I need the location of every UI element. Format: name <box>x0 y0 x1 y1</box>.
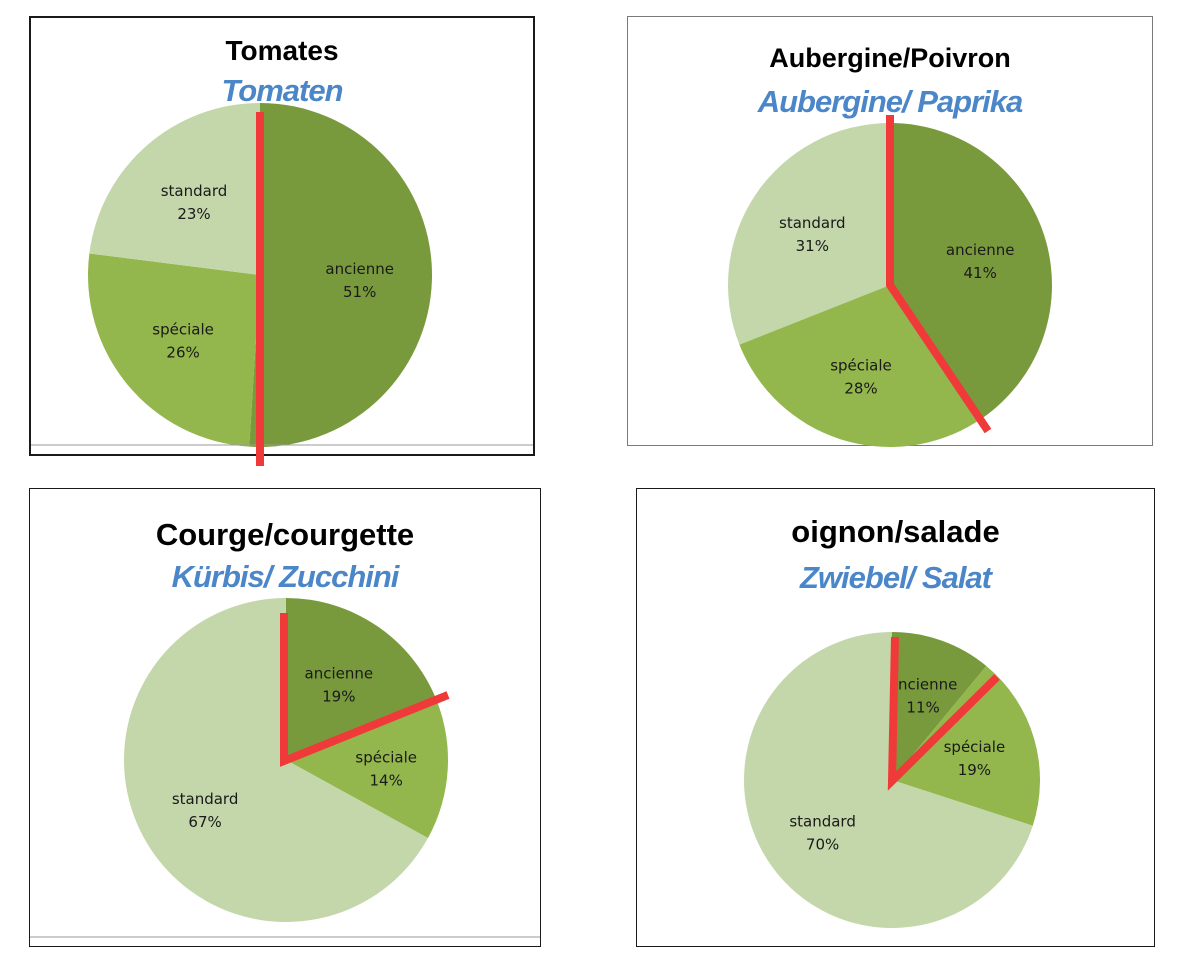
slice-label-standard: standard <box>779 214 846 232</box>
slice-value-speciale: 14% <box>370 771 403 789</box>
chart-panel-courge-courgette: Courge/courgette Kürbis/ Zucchini ancienne… <box>29 488 541 947</box>
slice-label-ancienne: ancienne <box>305 664 374 682</box>
slice-label-ancienne: ancienne <box>325 260 394 278</box>
chart-subtitle: Aubergine/ Paprika <box>757 84 1023 119</box>
slice-value-standard: 23% <box>177 205 210 223</box>
pie-slice-speciale <box>892 665 1041 826</box>
slice-label-speciale: spéciale <box>944 738 1006 756</box>
chart-title: oignon/salade <box>791 514 999 549</box>
pie-chart-svg: Courge/courgette Kürbis/ Zucchini ancienne… <box>30 517 540 938</box>
slice-label-speciale: spéciale <box>152 321 214 339</box>
pie-slice-ancienne <box>249 103 433 448</box>
slice-value-ancienne: 51% <box>343 283 376 301</box>
red-marker-line <box>886 115 992 434</box>
pie-slice-standard <box>89 103 260 275</box>
slice-value-speciale: 28% <box>844 379 877 397</box>
pie-slice-ancienne <box>286 598 437 760</box>
slice-value-speciale: 19% <box>958 761 991 779</box>
slice-label-ancienne: ancienne <box>946 241 1015 259</box>
slice-value-ancienne: 11% <box>906 699 939 717</box>
chart-subtitle: Zwiebel/ Salat <box>799 560 994 595</box>
pie-slice-speciale <box>88 253 260 447</box>
chart-title: Aubergine/Poivron <box>769 43 1011 73</box>
pie-slice-speciale <box>739 285 977 447</box>
chart-title: Courge/courgette <box>156 517 414 552</box>
pie-chart-svg: oignon/salade Zwiebel/ Salat ancienne 11% sp… <box>744 514 1041 928</box>
slice-label-standard: standard <box>161 182 228 200</box>
slice-label-standard: standard <box>172 790 239 808</box>
chart-title: Tomates <box>225 35 338 66</box>
slice-value-speciale: 26% <box>166 344 199 362</box>
chart-subtitle: Kürbis/ Zucchini <box>172 559 401 594</box>
pie-slice-ancienne <box>892 632 987 780</box>
slice-value-ancienne: 19% <box>322 687 355 705</box>
slice-label-ancienne: ancienne <box>889 676 958 694</box>
pie-slice-standard <box>728 123 890 345</box>
slice-label-speciale: spéciale <box>830 356 892 374</box>
chart-subtitle: Tomaten <box>221 73 342 108</box>
slice-value-ancienne: 41% <box>964 264 997 282</box>
red-marker-line <box>887 636 1000 791</box>
slice-label-standard: standard <box>789 813 856 831</box>
chart-panel-aubergine-poivron: Aubergine/Poivron Aubergine/ Paprika ancie… <box>627 16 1153 447</box>
chart-panel-oignon-salade: oignon/salade Zwiebel/ Salat ancienne 11% sp… <box>636 488 1155 947</box>
chart-panel-tomates: Tomates Tomaten ancienne 51% spéciale 26% stan… <box>29 16 535 466</box>
pie-chart-svg: Tomates Tomaten ancienne 51% spéciale 26% stan… <box>31 35 533 466</box>
slice-value-standard: 67% <box>188 813 221 831</box>
slice-value-standard: 31% <box>796 237 829 255</box>
red-marker-line <box>280 613 450 767</box>
pie-slice-standard <box>123 598 428 922</box>
slice-label-speciale: spéciale <box>355 748 417 766</box>
pie-chart-svg: Aubergine/Poivron Aubergine/ Paprika ancie… <box>728 43 1052 447</box>
slice-value-standard: 70% <box>806 836 839 854</box>
pie-slice-speciale <box>286 700 448 839</box>
